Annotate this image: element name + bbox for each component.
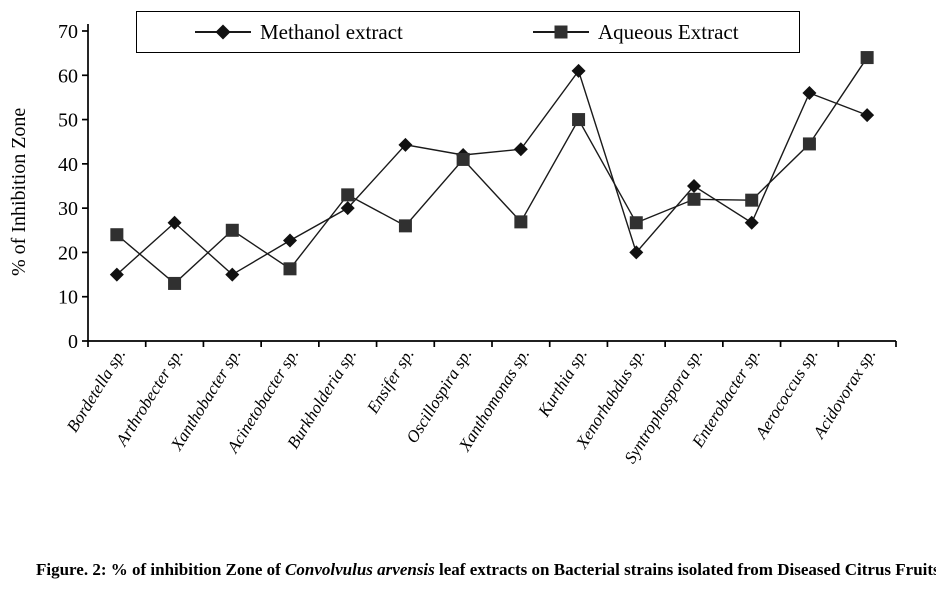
data-point-square	[572, 113, 586, 127]
data-point-diamond	[513, 142, 528, 157]
diamond-marker-icon	[195, 24, 251, 40]
x-tick-label: Acidovorax sp.	[809, 345, 880, 442]
data-point-diamond	[398, 137, 413, 152]
caption-suffix: leaf extracts on Bacterial strains isola…	[434, 560, 936, 579]
data-point-diamond	[802, 85, 817, 100]
caption-prefix: Figure. 2: % of inhibition Zone of	[36, 560, 286, 579]
data-point-diamond	[686, 178, 701, 193]
y-tick-label: 60	[58, 65, 78, 87]
data-point-diamond	[744, 215, 759, 230]
legend-entry-aqueous: Aqueous Extract	[533, 12, 739, 52]
data-point-square	[110, 228, 124, 242]
data-point-square	[456, 152, 470, 166]
data-point-square	[283, 262, 297, 276]
data-point-diamond	[109, 267, 124, 282]
series-line-square	[116, 57, 868, 285]
data-point-square	[629, 216, 643, 230]
y-tick-label: 40	[58, 154, 78, 176]
legend: Methanol extract Aqueous Extract	[136, 11, 800, 53]
x-tick-label: Ensifer sp.	[363, 345, 418, 418]
data-point-square	[168, 276, 182, 290]
data-point-square	[225, 223, 239, 237]
data-point-square	[745, 193, 759, 207]
data-point-square	[398, 219, 412, 233]
y-tick-label: 30	[58, 198, 78, 220]
data-point-square	[860, 51, 874, 65]
y-tick-label: 10	[58, 287, 78, 309]
y-tick-label: 0	[68, 331, 78, 353]
square-marker-icon	[533, 25, 589, 39]
data-point-diamond	[571, 63, 586, 78]
legend-entry-methanol: Methanol extract	[195, 12, 403, 52]
y-tick-label: 50	[58, 110, 78, 132]
x-tick-label: Bordetella sp.	[63, 345, 129, 435]
data-point-square	[687, 192, 701, 206]
data-point-diamond	[167, 215, 182, 230]
figure-caption: Figure. 2: % of inhibition Zone of Convo…	[36, 560, 936, 580]
legend-label-aqueous: Aqueous Extract	[598, 19, 739, 44]
data-point-square	[802, 137, 816, 151]
data-point-diamond	[629, 245, 644, 260]
data-point-diamond	[225, 267, 240, 282]
data-point-diamond	[860, 108, 875, 123]
data-point-diamond	[282, 233, 297, 248]
data-point-square	[514, 215, 528, 229]
caption-species: Convolvulus arvensis	[285, 560, 435, 579]
x-tick-label: Kurthia sp.	[534, 345, 591, 421]
legend-label-methanol: Methanol extract	[260, 19, 403, 44]
y-tick-label: 20	[58, 242, 78, 264]
y-tick-label: 70	[58, 21, 78, 43]
series-line-diamond	[116, 69, 868, 276]
data-point-diamond	[340, 201, 355, 216]
data-point-square	[341, 188, 355, 202]
